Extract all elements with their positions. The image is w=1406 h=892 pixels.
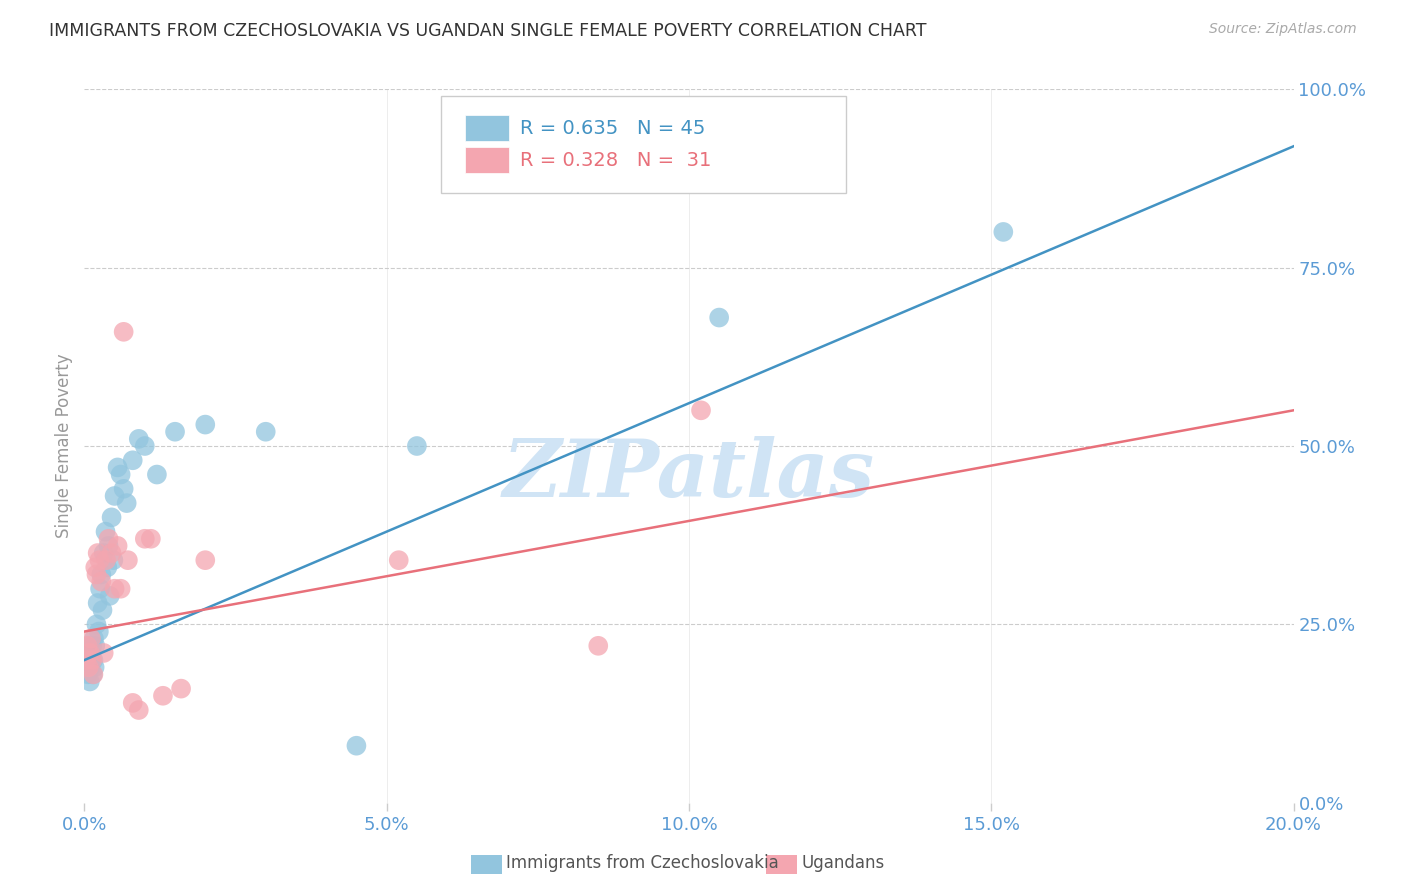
Point [77, 667, 100, 681]
Point [79, 674, 101, 689]
Point [115, 496, 138, 510]
Point [86, 567, 108, 582]
Point [406, 439, 429, 453]
Point [97, 539, 120, 553]
Point [94, 553, 117, 567]
Point [194, 553, 217, 567]
Point [993, 225, 1015, 239]
Point [388, 553, 411, 567]
Point [121, 696, 143, 710]
Point [346, 739, 368, 753]
Point [89, 553, 111, 567]
Point [139, 532, 162, 546]
Point [83, 660, 105, 674]
Point [75, 653, 97, 667]
Point [103, 553, 125, 567]
Point [90, 574, 112, 589]
Point [79, 660, 101, 674]
Text: Ugandans: Ugandans [801, 855, 884, 872]
Point [94, 524, 117, 539]
Point [80, 646, 103, 660]
Point [110, 467, 132, 482]
Point [104, 582, 127, 596]
Point [77, 639, 100, 653]
Point [84, 560, 107, 574]
Point [121, 453, 143, 467]
Point [104, 489, 127, 503]
Point [93, 546, 115, 560]
Point [100, 546, 122, 560]
Point [107, 539, 129, 553]
Point [254, 425, 277, 439]
Point [82, 667, 104, 681]
Point [165, 425, 187, 439]
Point [98, 589, 121, 603]
Point [134, 439, 156, 453]
Point [117, 553, 139, 567]
Point [110, 582, 132, 596]
Point [77, 653, 100, 667]
Point [80, 632, 103, 646]
Y-axis label: Single Female Poverty: Single Female Poverty [55, 354, 73, 538]
Text: R = 0.328   N =  31: R = 0.328 N = 31 [520, 151, 711, 170]
Point [128, 432, 150, 446]
Point [91, 603, 114, 617]
Text: R = 0.635   N = 45: R = 0.635 N = 45 [520, 119, 704, 138]
Point [86, 546, 108, 560]
Point [690, 403, 713, 417]
Point [170, 681, 193, 696]
Point [89, 582, 111, 596]
Point [96, 560, 118, 574]
Point [79, 646, 101, 660]
Point [76, 639, 98, 653]
Text: Source: ZipAtlas.com: Source: ZipAtlas.com [1209, 22, 1357, 37]
Point [76, 646, 98, 660]
Point [152, 689, 174, 703]
Point [97, 532, 120, 546]
Point [112, 325, 135, 339]
Point [709, 310, 731, 325]
Point [93, 646, 115, 660]
Point [128, 703, 150, 717]
Point [86, 617, 108, 632]
Text: Immigrants from Czechoslovakia: Immigrants from Czechoslovakia [506, 855, 779, 872]
Point [87, 624, 110, 639]
Point [77, 660, 100, 674]
Point [80, 653, 103, 667]
Point [83, 632, 105, 646]
Point [84, 639, 107, 653]
FancyBboxPatch shape [465, 147, 509, 173]
Point [146, 467, 169, 482]
FancyBboxPatch shape [465, 115, 509, 141]
Point [134, 532, 156, 546]
Point [82, 639, 104, 653]
Point [76, 660, 98, 674]
Point [107, 460, 129, 475]
Point [194, 417, 217, 432]
Point [100, 510, 122, 524]
Point [90, 567, 112, 582]
Point [82, 653, 104, 667]
FancyBboxPatch shape [441, 96, 846, 193]
Point [82, 653, 104, 667]
Text: IMMIGRANTS FROM CZECHOSLOVAKIA VS UGANDAN SINGLE FEMALE POVERTY CORRELATION CHAR: IMMIGRANTS FROM CZECHOSLOVAKIA VS UGANDA… [49, 22, 927, 40]
Point [82, 667, 104, 681]
Point [86, 596, 108, 610]
Point [588, 639, 610, 653]
Point [75, 653, 97, 667]
Text: ZIPatlas: ZIPatlas [503, 436, 875, 513]
Point [112, 482, 135, 496]
